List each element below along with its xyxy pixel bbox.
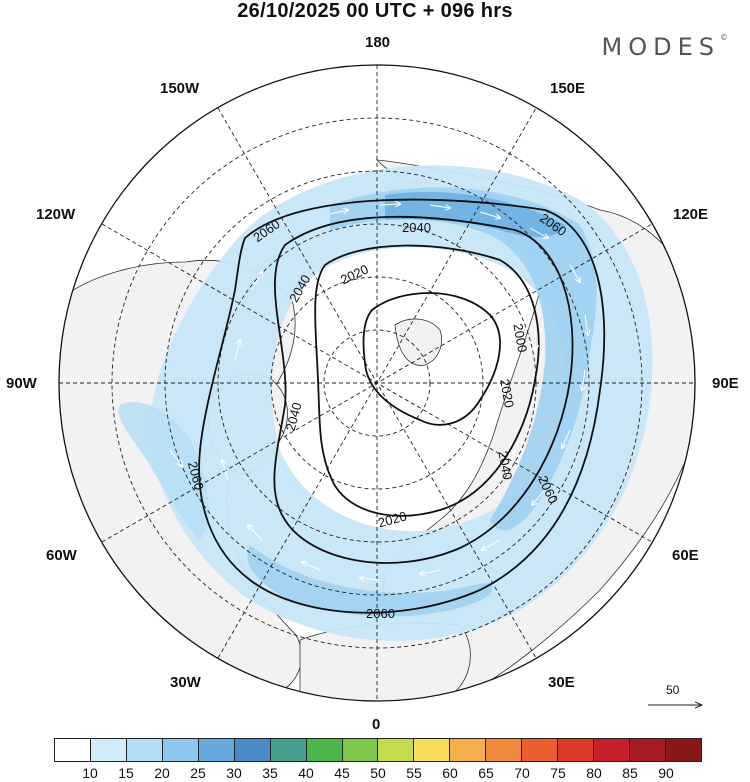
contour-2060 <box>198 198 606 614</box>
colorbar-cell <box>378 739 415 761</box>
contour-label: 2040 <box>283 401 305 433</box>
wind-arrow <box>454 254 475 262</box>
wind-band-south <box>247 545 493 617</box>
contour-label: 2060 <box>366 606 395 621</box>
wind-band-west <box>118 401 209 540</box>
lon-label-120e: 120E <box>673 206 709 223</box>
colorbar-cell <box>486 739 523 761</box>
wind-arrow <box>420 569 441 574</box>
colorbar-label: 40 <box>298 765 314 781</box>
colorbar-label: 85 <box>622 765 638 781</box>
colorbar <box>54 738 702 762</box>
lon-label-150e: 150E <box>550 80 586 97</box>
colorbar-cell <box>522 739 559 761</box>
colorbar-labels: 10 15 20 25 30 35 40 45 50 55 60 65 70 75 80 85 90 <box>0 765 750 782</box>
colorbar-cell <box>342 739 379 761</box>
colorbar-cell <box>162 739 199 761</box>
colorbar-cell <box>450 739 487 761</box>
colorbar-label: 80 <box>586 765 602 781</box>
contour-2020 <box>314 244 540 517</box>
wind-arrow <box>379 204 400 205</box>
colorbar-cell <box>270 739 307 761</box>
wind-arrow <box>251 272 262 291</box>
brand-logo: MODES© <box>602 33 728 61</box>
colorbar-label: 50 <box>370 765 386 781</box>
map-title: 26/10/2025 00 UTC + 096 hrs <box>237 0 513 22</box>
graticule <box>59 65 695 701</box>
wind-arrow <box>585 314 588 335</box>
colorbar-label: 60 <box>442 765 458 781</box>
wind-arrow <box>582 369 585 390</box>
colorbar-label: 90 <box>658 765 674 781</box>
contour-label: 2000 <box>510 322 530 353</box>
colorbar-label: 30 <box>226 765 242 781</box>
lon-label-30w: 30W <box>170 674 201 691</box>
colorbar-label: 65 <box>478 765 494 781</box>
colorbar-cell <box>594 739 630 761</box>
colorbar-label: 55 <box>406 765 422 781</box>
colorbar-label: 70 <box>514 765 530 781</box>
wind-arrow <box>429 205 450 208</box>
colorbar-cell <box>198 739 235 761</box>
lon-label-60e: 60E <box>672 547 699 564</box>
contour-label: 2060 <box>185 460 207 492</box>
wind-arrow <box>535 329 536 350</box>
map-border <box>58 64 696 702</box>
wind-arrow <box>248 525 263 541</box>
lon-label-30e: 30E <box>548 674 575 691</box>
lon-label-180: 180 <box>365 34 391 51</box>
brand-mark: © <box>720 33 728 42</box>
wind-vectors <box>169 204 588 580</box>
contour-label: 2020 <box>497 378 517 409</box>
lon-label-120w: 120W <box>36 206 76 223</box>
colorbar-cell <box>90 739 127 761</box>
lon-label-90e: 90E <box>712 375 739 392</box>
wind-arrow <box>479 211 500 218</box>
reference-vector-label: 50 <box>666 683 680 697</box>
arctic-islands <box>394 318 442 366</box>
wind-arrow <box>302 562 321 571</box>
wind-arrow <box>529 227 548 238</box>
lon-label-150w: 150W <box>160 80 200 97</box>
wind-arrow <box>222 460 229 481</box>
geopotential-contours <box>198 198 606 614</box>
colorbar-label: 10 <box>82 765 98 781</box>
colorbar-cell <box>665 739 701 761</box>
colorbar-label: 45 <box>334 765 350 781</box>
contour-label: 2040 <box>495 450 515 481</box>
wind-band-strong <box>385 191 565 237</box>
wind-arrow <box>329 210 348 215</box>
colorbar-label: 20 <box>154 765 170 781</box>
contour-label: 2020 <box>376 508 408 530</box>
wind-arrow <box>510 439 521 458</box>
colorbar-label: 75 <box>550 765 566 781</box>
colorbar-cell <box>55 739 91 761</box>
wind-arrow <box>532 489 546 505</box>
colorbar-cell <box>126 739 163 761</box>
lon-label-0: 0 <box>372 716 381 733</box>
wind-arrow <box>169 449 182 466</box>
colorbar-cell <box>306 739 343 761</box>
wind-arrow <box>360 578 381 580</box>
colorbar-label: 15 <box>118 765 134 781</box>
lon-label-90w: 90W <box>6 375 37 392</box>
colorbar-cell <box>234 739 271 761</box>
wind-arrow <box>482 539 501 550</box>
contour-2000 <box>362 292 501 426</box>
contour-label: 2040 <box>402 220 431 235</box>
contour-2040 <box>273 215 574 564</box>
wind-arrow <box>569 264 580 282</box>
wind-arrow <box>234 340 240 361</box>
colorbar-cell <box>558 739 595 761</box>
polar-map: 2060 2040 2020 2000 2020 2040 2060 2060 … <box>58 64 750 735</box>
wind-arrow <box>562 429 571 448</box>
colorbar-label: 35 <box>262 765 278 781</box>
lon-label-60w: 60W <box>46 547 77 564</box>
colorbar-cell <box>414 739 451 761</box>
colorbar-label: 25 <box>190 765 206 781</box>
colorbar-cell <box>630 739 666 761</box>
meridian-150-330 <box>217 107 537 659</box>
wind-band-mid <box>330 187 597 531</box>
brand-name: MODES <box>601 33 720 61</box>
